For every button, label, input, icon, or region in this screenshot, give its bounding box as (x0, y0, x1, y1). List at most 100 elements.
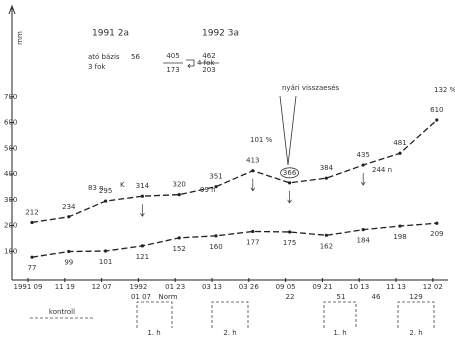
arrow (279, 95, 297, 166)
value-label: 77 (28, 264, 37, 272)
annotation: 83 n (88, 184, 104, 192)
annotation: 3 fok (88, 63, 106, 71)
x-tick-label: 10 13 (349, 283, 369, 291)
point (398, 151, 402, 155)
point (361, 228, 365, 232)
highlight (280, 167, 300, 179)
annotation: 405 (166, 52, 179, 60)
point (104, 199, 108, 203)
point (104, 249, 108, 253)
bracket (323, 301, 357, 328)
point (324, 233, 328, 237)
point (214, 185, 218, 189)
group-label: 2. h (409, 329, 422, 337)
x-tick-label: 09 05 (276, 283, 296, 291)
sub-label: 22 (286, 293, 295, 301)
value-label: 366 (283, 169, 297, 177)
group-label: 2. h (223, 329, 236, 337)
value-label: 481 (393, 139, 406, 147)
y-label: mm (16, 31, 24, 45)
series-line (31, 222, 437, 258)
annotation: K (120, 181, 125, 189)
point (324, 176, 328, 180)
point (288, 181, 292, 185)
annotation: 462 (202, 52, 215, 60)
point (361, 163, 365, 167)
point (435, 118, 439, 122)
point (251, 169, 255, 173)
value-label: 295 (99, 187, 112, 195)
point (177, 236, 181, 240)
axis-arrow (8, 4, 16, 15)
x-tick-label: 03 26 (239, 283, 260, 291)
drop-arrow (140, 204, 145, 217)
drop-arrow (250, 178, 256, 192)
annotation: 244 n (372, 166, 392, 174)
series-line (31, 119, 438, 224)
value-label: 234 (62, 203, 76, 211)
value-label: 320 (173, 181, 186, 189)
annotation: 1992 3a (202, 29, 239, 39)
value-label: 435 (357, 151, 370, 159)
annotation: 99 n (200, 186, 216, 194)
point (67, 215, 71, 219)
x-tick-label: 12 02 (423, 283, 443, 291)
value-label: 184 (357, 237, 371, 245)
point (288, 230, 292, 234)
annotation: 56 (131, 53, 140, 61)
value-label: 610 (430, 106, 443, 114)
annotation: 101 % (250, 136, 273, 144)
group-label: kontroll (49, 308, 75, 316)
value-label: 384 (320, 164, 334, 172)
point (435, 221, 439, 225)
bracket (136, 301, 173, 328)
x-tick-label: 1992 (129, 283, 147, 291)
group-label: 1. h (147, 329, 160, 337)
point (398, 224, 402, 228)
x-tick-label: 11 13 (386, 283, 406, 291)
sub-label: 46 (372, 293, 381, 301)
value-label: 314 (136, 182, 150, 190)
drop-arrow (287, 190, 292, 204)
group-label: 1. h (333, 329, 346, 337)
value-label: 160 (209, 243, 222, 251)
value-label: 152 (173, 245, 186, 253)
value-label: 413 (246, 157, 259, 165)
value-label: 209 (430, 230, 443, 238)
x-tick-label: 03 13 (202, 283, 222, 291)
point (30, 255, 34, 259)
point (30, 220, 34, 225)
x-tick-label: 1991 09 (14, 283, 43, 291)
annotation: nyári visszaesés (282, 84, 340, 92)
point (251, 229, 255, 234)
point (214, 234, 218, 238)
annotation: 4 fok (197, 59, 215, 67)
annotation: 1991 2a (92, 29, 129, 39)
x-tick-label: 01 23 (165, 283, 185, 291)
drop-arrow (360, 173, 366, 186)
value-label: 351 (209, 173, 222, 181)
x-tick-label: 11 19 (55, 283, 75, 291)
sub-label: Norm (158, 293, 177, 301)
value-label: 162 (320, 242, 333, 250)
point (140, 194, 144, 198)
arrow (186, 59, 195, 69)
x-tick-label: 12 07 (92, 283, 112, 291)
value-label: 198 (393, 233, 406, 241)
sub-label: 51 (337, 293, 346, 301)
value-label: 212 (25, 208, 38, 216)
value-label: 121 (136, 253, 149, 261)
value-label: 175 (283, 239, 296, 247)
point (140, 244, 144, 248)
value-label: 177 (246, 238, 259, 246)
annotation: 203 (202, 66, 215, 74)
value-label: 101 (99, 258, 112, 266)
point (177, 193, 181, 197)
point (67, 249, 71, 254)
x-tick-label: 09 21 (312, 283, 332, 291)
annotation: 132 % (434, 86, 455, 94)
value-label: 99 (64, 259, 73, 267)
annotation: 173 (166, 66, 179, 74)
bracket (211, 301, 249, 328)
